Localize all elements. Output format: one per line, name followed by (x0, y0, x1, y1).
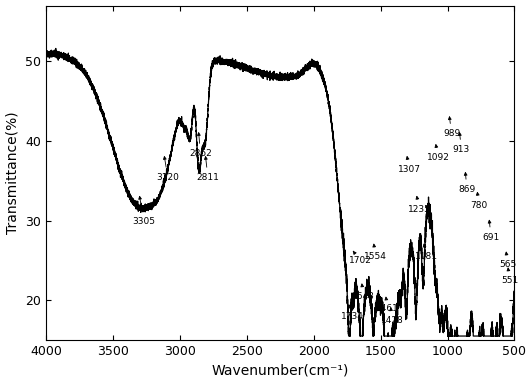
Text: 1181: 1181 (415, 244, 438, 262)
Text: 3305: 3305 (132, 196, 155, 226)
Text: 913: 913 (453, 133, 470, 154)
Text: 1702: 1702 (349, 251, 372, 265)
Text: 1554: 1554 (364, 244, 387, 262)
Text: 2862: 2862 (189, 133, 212, 158)
Text: 1092: 1092 (427, 145, 450, 162)
Text: 565: 565 (499, 252, 517, 269)
Text: 1235: 1235 (408, 196, 431, 214)
Text: 1461: 1461 (376, 297, 399, 313)
Text: 989: 989 (443, 117, 460, 138)
Text: 1734: 1734 (341, 305, 364, 321)
Text: 1307: 1307 (398, 157, 421, 174)
Text: 1428: 1428 (381, 308, 404, 325)
X-axis label: Wavenumber(cm⁻¹): Wavenumber(cm⁻¹) (212, 363, 349, 377)
Text: 3120: 3120 (156, 157, 179, 182)
Text: 551: 551 (501, 268, 518, 285)
Text: 780: 780 (470, 192, 487, 210)
Text: 2811: 2811 (196, 157, 219, 182)
Y-axis label: Transmittance(%): Transmittance(%) (5, 111, 20, 234)
Text: 691: 691 (483, 220, 500, 242)
Text: 869: 869 (458, 172, 476, 194)
Text: 1643: 1643 (352, 284, 375, 301)
